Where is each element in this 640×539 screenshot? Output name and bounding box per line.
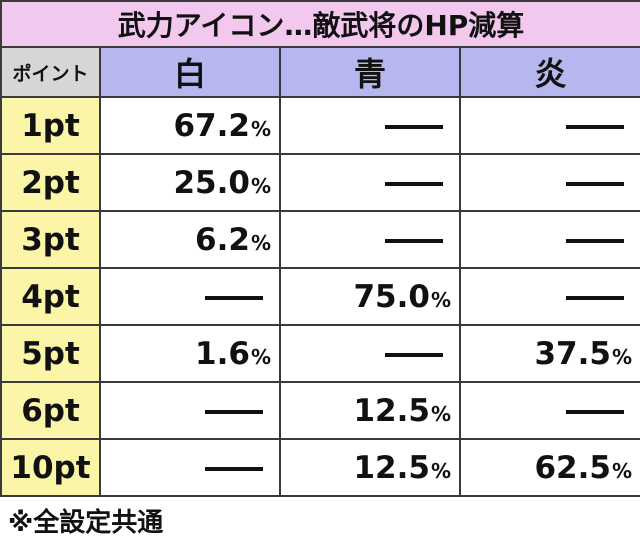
percent-sign: % — [611, 344, 632, 369]
cell-value: 12.5 — [353, 449, 430, 486]
cell-value: 1.6 — [195, 335, 250, 372]
hp-table-sheet: 武力アイコン…敵武将のHP減算 ポイント 白 青 炎 1pt 67.2% 2pt 25… — [0, 0, 640, 497]
row-label: 10pt — [0, 438, 101, 497]
column-header-white: 白 — [99, 46, 281, 98]
table-row: 3pt 6.2% — [0, 210, 640, 269]
cell-white: 25.0% — [99, 153, 281, 212]
percent-sign: % — [250, 230, 271, 255]
cell-flame — [459, 153, 640, 212]
dash-mark — [566, 182, 624, 186]
cell-flame: 62.5% — [459, 438, 640, 497]
row-label: 6pt — [0, 381, 101, 440]
table-row: 2pt 25.0% — [0, 153, 640, 212]
dash-mark — [205, 467, 263, 471]
dash-mark — [205, 410, 263, 414]
row-label: 4pt — [0, 267, 101, 326]
cell-white — [99, 267, 281, 326]
dash-mark — [385, 353, 443, 357]
cell-value: 25.0 — [173, 164, 250, 201]
cell-value: 12.5 — [353, 392, 430, 429]
percent-sign: % — [250, 173, 271, 198]
cell-flame — [459, 381, 640, 440]
cell-white: 1.6% — [99, 324, 281, 383]
footnote: ※全設定共通 — [8, 508, 164, 538]
row-label: 3pt — [0, 210, 101, 269]
cell-white: 6.2% — [99, 210, 281, 269]
cell-flame — [459, 210, 640, 269]
dash-mark — [385, 182, 443, 186]
percent-sign: % — [611, 458, 632, 483]
cell-value: 75.0 — [353, 278, 430, 315]
cell-blue: 12.5% — [279, 438, 461, 497]
table-row: 4pt 75.0% — [0, 267, 640, 326]
percent-sign: % — [430, 458, 451, 483]
cell-white — [99, 381, 281, 440]
dash-mark — [566, 296, 624, 300]
cell-value: 37.5 — [534, 335, 611, 372]
table-row: 1pt 67.2% — [0, 96, 640, 155]
hp-reduction-table: 武力アイコン…敵武将のHP減算 ポイント 白 青 炎 1pt 67.2% 2pt 25… — [0, 0, 640, 497]
percent-sign: % — [250, 116, 271, 141]
dash-mark — [385, 239, 443, 243]
cell-blue — [279, 210, 461, 269]
row-label: 2pt — [0, 153, 101, 212]
cell-white: 67.2% — [99, 96, 281, 155]
column-header-flame: 炎 — [459, 46, 640, 98]
row-label: 5pt — [0, 324, 101, 383]
cell-blue: 12.5% — [279, 381, 461, 440]
dash-mark — [566, 410, 624, 414]
column-header-blue: 青 — [279, 46, 461, 98]
cell-value: 62.5 — [534, 449, 611, 486]
percent-sign: % — [430, 401, 451, 426]
dash-mark — [385, 125, 443, 129]
cell-blue — [279, 96, 461, 155]
cell-white — [99, 438, 281, 497]
percent-sign: % — [250, 344, 271, 369]
cell-blue — [279, 324, 461, 383]
dash-mark — [566, 239, 624, 243]
table-row: 5pt 1.6% 37.5% — [0, 324, 640, 383]
cell-flame — [459, 96, 640, 155]
point-column-header: ポイント — [0, 46, 101, 98]
cell-blue — [279, 153, 461, 212]
row-label: 1pt — [0, 96, 101, 155]
percent-sign: % — [430, 287, 451, 312]
cell-value: 6.2 — [195, 221, 250, 258]
dash-mark — [566, 125, 624, 129]
table-title: 武力アイコン…敵武将のHP減算 — [0, 0, 640, 48]
cell-flame: 37.5% — [459, 324, 640, 383]
table-row: 10pt 12.5% 62.5% — [0, 438, 640, 497]
table-row: 6pt 12.5% — [0, 381, 640, 440]
cell-value: 67.2 — [173, 107, 250, 144]
dash-mark — [205, 296, 263, 300]
cell-flame — [459, 267, 640, 326]
cell-blue: 75.0% — [279, 267, 461, 326]
